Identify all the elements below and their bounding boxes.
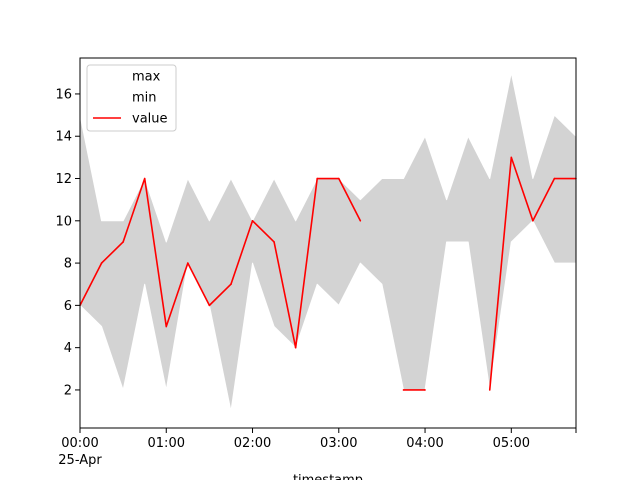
value-point xyxy=(488,389,491,391)
x-tick-label: 03:00 xyxy=(320,436,357,451)
x-tick-label: 00:00 xyxy=(61,436,98,451)
value-point xyxy=(100,262,103,264)
y-tick-label: 6 xyxy=(64,299,72,314)
legend-label-value: value xyxy=(132,112,168,127)
value-point xyxy=(165,325,168,328)
plot-frame xyxy=(79,57,577,429)
y-tick-label: 14 xyxy=(55,130,72,145)
x-axis: 00:00 01:00 02:00 03:00 04:00 05:00 25-Apr xyxy=(58,428,577,468)
value-point xyxy=(532,220,534,222)
value-point xyxy=(143,177,146,180)
value-point xyxy=(510,156,513,159)
y-tick-label: 16 xyxy=(55,87,72,102)
value-point xyxy=(251,220,254,222)
value-point xyxy=(553,177,556,180)
legend: max min value xyxy=(86,64,177,132)
value-point xyxy=(316,177,319,180)
y-tick-label: 8 xyxy=(64,257,72,272)
value-point xyxy=(359,220,362,222)
x-axis-title: timestamp xyxy=(293,473,363,480)
value-point xyxy=(294,346,297,349)
legend-box xyxy=(86,64,177,132)
band-fill xyxy=(80,72,576,412)
x-tick-label: 01:00 xyxy=(148,436,185,451)
value-point xyxy=(424,389,426,391)
min-max-band xyxy=(80,72,576,412)
x-tick-label: 05:00 xyxy=(493,436,530,451)
value-point xyxy=(208,304,211,307)
legend-label-max: max xyxy=(132,70,161,85)
series-lines xyxy=(79,72,577,412)
legend-label-min: min xyxy=(132,91,157,106)
y-tick-label: 12 xyxy=(55,172,72,187)
value-point xyxy=(402,389,405,391)
y-axis: 2 4 6 8 10 12 14 16 xyxy=(55,87,80,398)
value-point xyxy=(273,241,275,243)
x-tick-sublabel: 25-Apr xyxy=(58,453,102,468)
y-tick-label: 4 xyxy=(64,341,72,356)
x-tick-label: 04:00 xyxy=(406,436,443,451)
value-point xyxy=(187,262,189,264)
value-point xyxy=(230,283,232,286)
value-point xyxy=(122,241,124,243)
series-line-min xyxy=(79,220,576,412)
y-tick-label: 2 xyxy=(64,383,72,398)
value-point xyxy=(337,177,340,180)
y-tick-label: 10 xyxy=(55,214,72,229)
x-tick-label: 02:00 xyxy=(234,436,271,451)
